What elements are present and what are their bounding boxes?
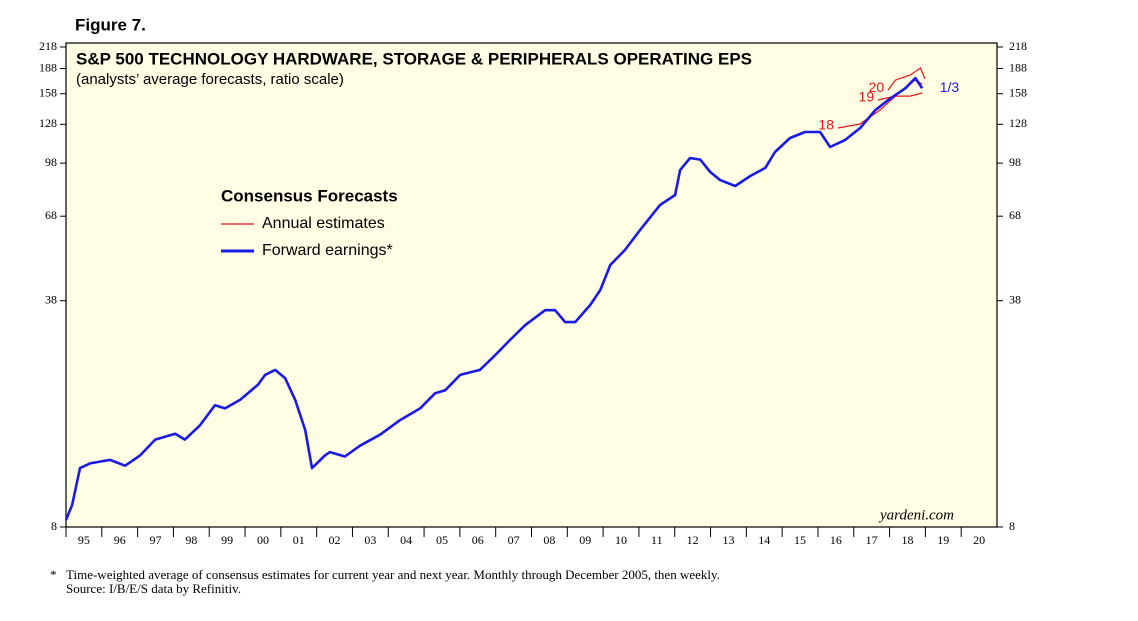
x-tick-label: 01 — [293, 533, 305, 547]
legend-label: Annual estimates — [262, 215, 385, 232]
y-tick-label-right: 218 — [1009, 39, 1027, 53]
y-tick-label-right: 8 — [1009, 519, 1015, 533]
x-tick-label: 96 — [114, 533, 126, 547]
annual-estimate-line — [877, 92, 923, 101]
y-tick-label: 8 — [51, 519, 57, 533]
y-tick-label: 68 — [45, 208, 57, 222]
y-tick-label: 188 — [39, 60, 57, 74]
x-tick-label: 04 — [400, 533, 412, 547]
x-tick-label: 14 — [758, 533, 770, 547]
plot-area — [65, 42, 998, 528]
x-tick-label: 17 — [866, 533, 878, 547]
y-tick-label: 128 — [39, 116, 57, 130]
legend-label: Forward earnings* — [262, 242, 393, 259]
brand: yardeni.com — [878, 507, 954, 523]
source-note: Source: I/B/E/S data by Refinitiv. — [66, 581, 241, 596]
y-tick-label-right: 68 — [1009, 208, 1021, 222]
x-tick-label: 98 — [185, 533, 197, 547]
footnote-marker: * — [50, 567, 57, 582]
annual-estimate-label: 20 — [869, 79, 885, 95]
x-tick-label: 03 — [364, 533, 376, 547]
x-tick-label: 08 — [543, 533, 555, 547]
x-tick-label: 13 — [722, 533, 734, 547]
chart-subtitle: (analysts’ average forecasts, ratio scal… — [76, 71, 344, 88]
x-tick-label: 12 — [687, 533, 699, 547]
legend-title: Consensus Forecasts — [221, 186, 398, 205]
x-tick-label: 06 — [472, 533, 484, 547]
x-tick-label: 11 — [651, 533, 663, 547]
x-tick-label: 20 — [973, 533, 985, 547]
x-tick-label: 16 — [830, 533, 842, 547]
y-tick-label: 98 — [45, 155, 57, 169]
x-tick-label: 09 — [579, 533, 591, 547]
y-tick-label-right: 128 — [1009, 116, 1027, 130]
x-tick-label: 10 — [615, 533, 627, 547]
y-tick-label: 158 — [39, 86, 57, 100]
y-tick-label-right: 158 — [1009, 86, 1027, 100]
x-tick-label: 95 — [78, 533, 90, 547]
x-tick-label: 05 — [436, 533, 448, 547]
forward-earnings-line — [64, 76, 924, 521]
x-tick-label: 99 — [221, 533, 233, 547]
y-tick-label: 38 — [45, 292, 57, 306]
x-tick-label: 02 — [329, 533, 341, 547]
annual-estimate-label: 18 — [818, 117, 834, 133]
y-tick-label-right: 188 — [1009, 60, 1027, 74]
footnote: Time-weighted average of consensus estim… — [66, 567, 720, 582]
y-tick-label: 218 — [39, 39, 57, 53]
x-tick-label: 07 — [508, 533, 520, 547]
y-tick-label-right: 98 — [1009, 155, 1021, 169]
x-tick-label: 00 — [257, 533, 269, 547]
annotation: 1/3 — [940, 79, 960, 95]
chart-title: S&P 500 TECHNOLOGY HARDWARE, STORAGE & P… — [76, 49, 752, 68]
y-tick-label-right: 38 — [1009, 292, 1021, 306]
figure-label: Figure 7. — [75, 15, 146, 34]
x-tick-label: 97 — [150, 533, 162, 547]
x-tick-label: 18 — [901, 533, 913, 547]
annual-estimate-line — [887, 67, 926, 91]
x-tick-label: 19 — [937, 533, 949, 547]
x-tick-label: 15 — [794, 533, 806, 547]
annual-estimate-label: 19 — [859, 89, 875, 105]
